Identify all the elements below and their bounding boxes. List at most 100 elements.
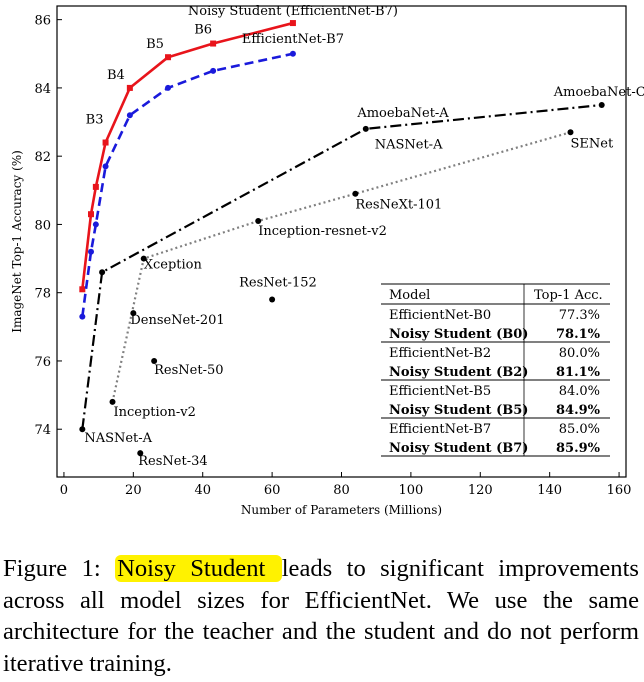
x-tick-label: 100: [398, 483, 423, 498]
table-cell-model: EfficientNet-B2: [389, 346, 491, 361]
series-marker: [88, 211, 95, 218]
figure-chart: 0 20 40 60 80 100 120 140 160 74 76 78 80 82 84 86 Numbe…: [10, 4, 644, 517]
point-label: ResNet-152: [239, 276, 317, 291]
efficientnet-size-label: B6: [194, 23, 212, 38]
series-marker: [165, 84, 172, 91]
standalone-point: [269, 296, 276, 303]
series-marker: [79, 286, 86, 293]
table-header-model: Model: [389, 288, 430, 303]
series-3: [79, 101, 605, 433]
y-tick-label: 82: [34, 150, 51, 165]
point-label: Xception: [144, 258, 203, 273]
series-marker: [210, 67, 217, 74]
series-marker: [102, 139, 109, 146]
standalone-point: [137, 450, 144, 457]
series-marker: [126, 84, 133, 91]
table-background: [381, 284, 610, 458]
series-line: [81, 52, 294, 317]
series-marker: [79, 426, 86, 433]
table-cell-acc: 81.1%: [556, 365, 601, 380]
x-tick-label: 80: [333, 483, 350, 498]
table-cell-acc: 80.0%: [559, 346, 600, 361]
standalone-point: [130, 310, 137, 317]
x-tick-label: 60: [264, 483, 281, 498]
y-tick-label: 74: [34, 423, 51, 438]
table-cell-model: Noisy Student (B2): [389, 365, 528, 380]
series-line: [81, 21, 294, 290]
series-marker: [109, 398, 116, 405]
efficientnet-size-label: B5: [146, 37, 164, 52]
x-tick-label: 120: [468, 483, 493, 498]
table-cell-acc: 77.3%: [559, 308, 600, 323]
y-axis-title: ImageNet Top-1 Accuracy (%): [10, 150, 24, 333]
series-marker: [567, 129, 574, 136]
x-tick-label: 20: [125, 483, 142, 498]
series-marker: [102, 163, 109, 170]
point-label: ResNeXt-101: [355, 198, 442, 213]
caption-text: leads to significant improvements across…: [3, 555, 639, 677]
point-label: DenseNet-201: [130, 313, 224, 328]
series-line: [81, 103, 602, 430]
chart-series: [79, 20, 605, 457]
chart-axes: 0 20 40 60 80 100 120 140 160 74 76 78 80 82 84 86 Numbe…: [10, 5, 632, 517]
table-cell-acc: 85.0%: [559, 422, 600, 437]
series-marker: [79, 313, 86, 320]
caption-prefix: Figure 1:: [3, 555, 116, 582]
y-tick-label: 80: [34, 218, 51, 233]
figure-caption: Figure 1: Noisy Student leads to signifi…: [3, 553, 639, 679]
series-label-efficientnet: EfficientNet-B7: [242, 32, 344, 47]
series-marker: [99, 269, 106, 276]
point-label: SENet: [570, 136, 613, 151]
series-marker: [289, 20, 296, 27]
y-tick-label: 76: [34, 355, 51, 370]
table-cell-model: Noisy Student (B5): [389, 403, 528, 418]
series-marker: [255, 218, 262, 225]
point-label: Inception-resnet-v2: [258, 224, 387, 239]
series-marker: [92, 183, 99, 190]
series-marker: [362, 125, 369, 132]
point-label: AmoebaNet-A: [356, 106, 449, 121]
point-label: ResNet-34: [138, 454, 207, 469]
caption-highlight: Noisy Student: [115, 555, 282, 582]
point-label: NASNet-A: [375, 137, 443, 152]
x-tick-label: 0: [60, 483, 68, 498]
y-tick-label: 86: [34, 14, 51, 29]
table-cell-model: Noisy Student (B0): [389, 327, 528, 342]
series-label-noisy-student: Noisy Student (EfficientNet-B7): [188, 4, 398, 19]
series-marker: [210, 40, 217, 47]
series-marker: [352, 190, 359, 197]
efficientnet-size-label: B3: [86, 113, 104, 128]
table-cell-model: EfficientNet-B0: [389, 308, 491, 323]
standalone-point: [151, 357, 158, 364]
results-table: Model Top-1 Acc. EfficientNet-B0 77.3% Noisy…: [381, 283, 610, 458]
x-tick-label: 40: [194, 483, 211, 498]
point-label: ResNet-50: [154, 363, 223, 378]
efficientnet-size-label: B4: [107, 68, 125, 83]
table-cell-model: Noisy Student (B7): [389, 441, 528, 456]
point-label: Inception-v2: [114, 405, 196, 420]
series-label-amoebanet-c: AmoebaNet-C: [553, 85, 644, 100]
table-cell-acc: 84.9%: [556, 403, 601, 418]
y-tick-label: 78: [34, 287, 51, 302]
series-marker: [289, 50, 296, 57]
table-cell-model: EfficientNet-B7: [389, 422, 491, 437]
table-cell-acc: 78.1%: [556, 327, 601, 342]
table-cell-model: EfficientNet-B5: [389, 384, 491, 399]
series-marker: [92, 221, 99, 228]
table-cell-acc: 85.9%: [556, 441, 601, 456]
series-2: [79, 50, 296, 320]
table-header-acc: Top-1 Acc.: [534, 288, 603, 303]
series-marker: [140, 255, 147, 262]
series-marker: [88, 248, 95, 255]
series-marker: [165, 54, 172, 61]
chart-point-labels: Noisy Student (EfficientNet-B7) Efficient…: [84, 4, 644, 469]
x-tick-label: 140: [537, 483, 562, 498]
point-label: NASNet-A: [84, 431, 152, 446]
y-tick-label: 84: [34, 82, 51, 97]
table-cell-acc: 84.0%: [559, 384, 600, 399]
series-marker: [126, 112, 133, 119]
series-1: [79, 20, 296, 293]
x-axis-title: Number of Parameters (Millions): [241, 503, 442, 517]
x-tick-label: 160: [607, 483, 632, 498]
series-marker: [598, 101, 605, 108]
